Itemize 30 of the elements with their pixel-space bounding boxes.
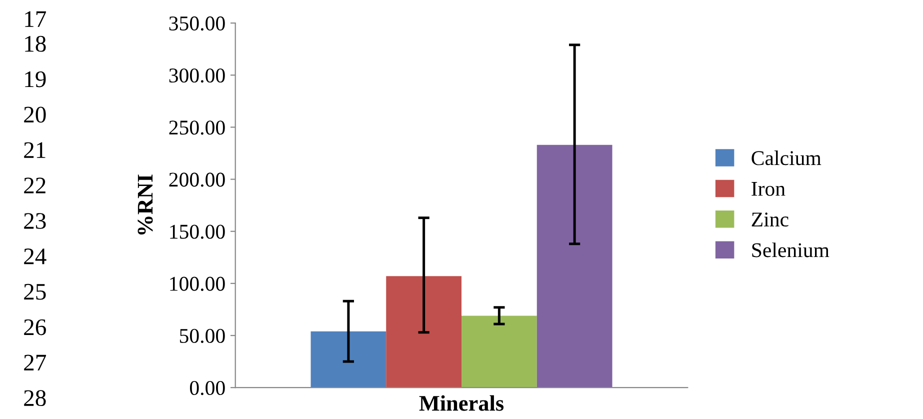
y-tick-label: 100.00 xyxy=(170,276,225,291)
legend-label: Zinc xyxy=(752,212,788,227)
text: 18 xyxy=(25,36,46,52)
y-tick-label: 200.00 xyxy=(169,172,225,187)
y-tick-label: 250.00 xyxy=(169,120,225,135)
text: 24 xyxy=(24,248,46,264)
bar xyxy=(462,316,537,388)
legend-label: Iron xyxy=(752,182,786,196)
y-tick-label: 0.00 xyxy=(190,380,225,396)
text: 23 xyxy=(24,213,46,229)
text: 17 xyxy=(25,11,46,27)
text: 20 xyxy=(24,106,46,123)
bar xyxy=(310,331,386,388)
y-tick-label: 350.00 xyxy=(169,16,225,31)
x-axis-title: Minerals xyxy=(419,395,504,411)
text: 25 xyxy=(24,284,46,300)
text: 28 xyxy=(24,390,46,406)
text: 19 xyxy=(25,71,46,88)
text: 22 xyxy=(24,178,46,194)
text: 21 xyxy=(24,142,46,158)
y-tick-label: 150.00 xyxy=(170,224,225,239)
y-axis-title: %RNI xyxy=(138,174,153,235)
y-tick-label: 300.00 xyxy=(169,68,225,83)
text: 26 xyxy=(24,319,46,336)
text: 27 xyxy=(24,354,46,370)
legend-label: Calcium xyxy=(752,150,822,166)
bar xyxy=(386,276,462,388)
bar xyxy=(536,144,612,388)
y-tick-label: 50.00 xyxy=(180,328,225,344)
legend-label: Selenium xyxy=(752,242,830,258)
